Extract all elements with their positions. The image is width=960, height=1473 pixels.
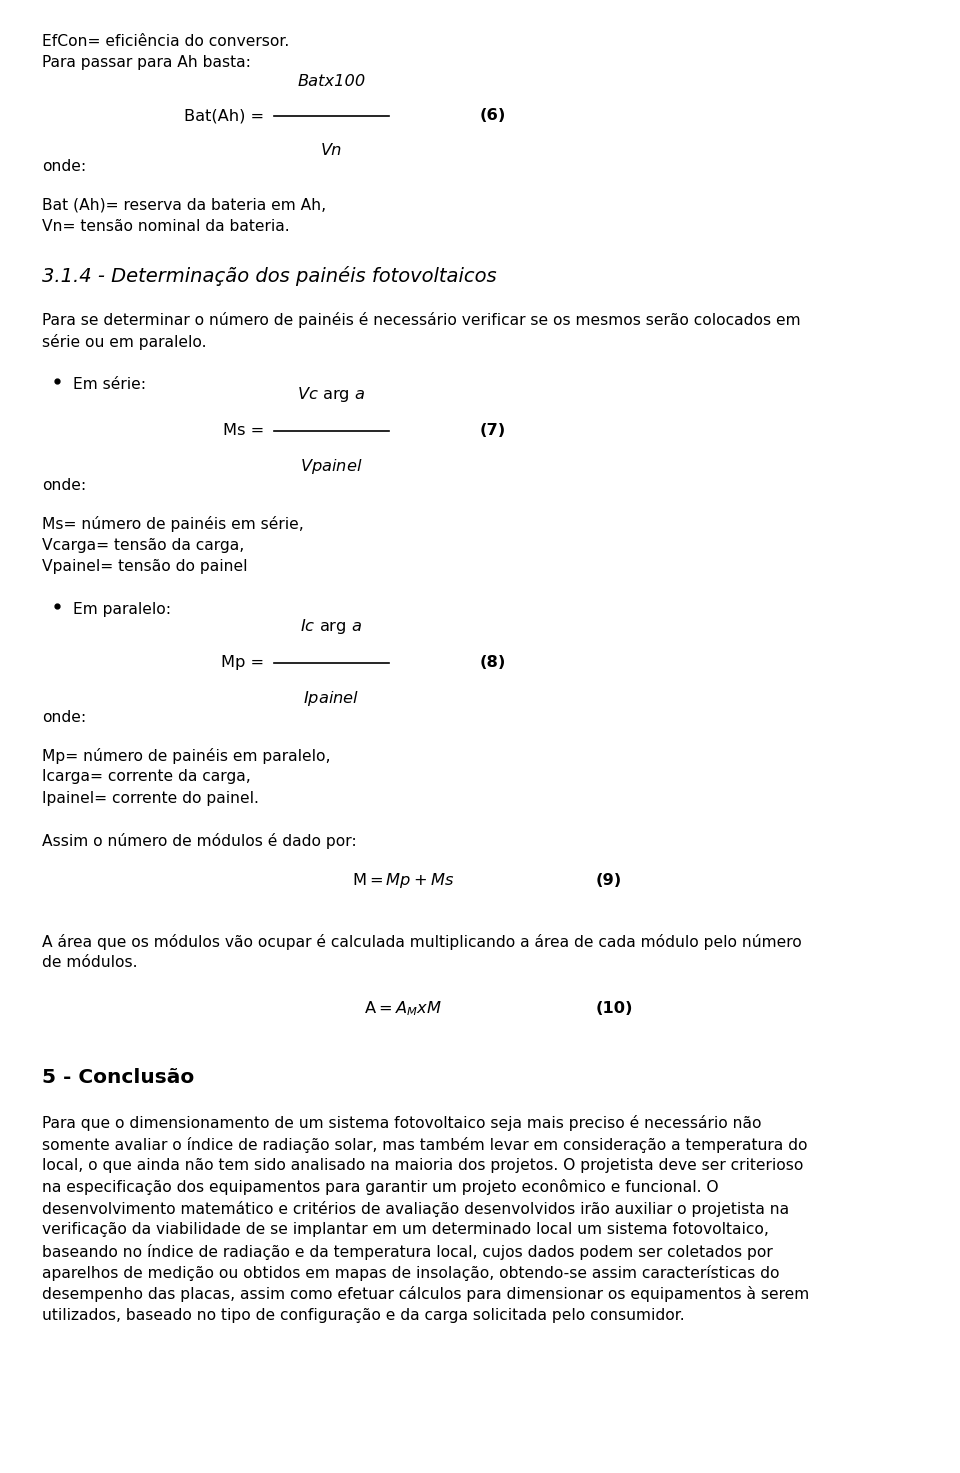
Text: Vcarga= tensão da carga,: Vcarga= tensão da carga,: [42, 538, 245, 552]
Text: $\mathit{Vpainel}$: $\mathit{Vpainel}$: [300, 458, 363, 476]
Text: local, o que ainda não tem sido analisado na maioria dos projetos. O projetista : local, o que ainda não tem sido analisad…: [42, 1158, 804, 1173]
Text: Bat(Ah) =: Bat(Ah) =: [184, 109, 264, 124]
Text: Mp= número de painéis em paralelo,: Mp= número de painéis em paralelo,: [42, 748, 331, 764]
Text: Bat (Ah)= reserva da bateria em Ah,: Bat (Ah)= reserva da bateria em Ah,: [42, 197, 326, 212]
Text: Ipainel= corrente do painel.: Ipainel= corrente do painel.: [42, 791, 259, 806]
Text: Para passar para Ah basta:: Para passar para Ah basta:: [42, 55, 252, 71]
Text: $\mathrm{M} = \mathit{Mp} + \mathit{Ms}$: $\mathrm{M} = \mathit{Mp} + \mathit{Ms}$: [352, 871, 454, 890]
Text: somente avaliar o índice de radiação solar, mas também levar em consideração a t: somente avaliar o índice de radiação sol…: [42, 1137, 807, 1153]
Text: onde:: onde:: [42, 477, 86, 493]
Text: Vn: Vn: [321, 143, 342, 158]
Text: Em paralelo:: Em paralelo:: [73, 602, 171, 617]
Text: Para se determinar o número de painéis é necessário verificar se os mesmos serão: Para se determinar o número de painéis é…: [42, 312, 801, 328]
Text: desenvolvimento matemático e critérios de avaliação desenvolvidos irão auxiliar : desenvolvimento matemático e critérios d…: [42, 1200, 789, 1217]
Text: (9): (9): [595, 873, 621, 888]
Text: (8): (8): [480, 655, 506, 670]
Text: 5 - Conclusão: 5 - Conclusão: [42, 1068, 195, 1087]
Text: A área que os módulos vão ocupar é calculada multiplicando a área de cada módulo: A área que os módulos vão ocupar é calcu…: [42, 934, 802, 950]
Text: Assim o número de módulos é dado por:: Assim o número de módulos é dado por:: [42, 834, 357, 850]
Text: Mp =: Mp =: [221, 655, 264, 670]
Text: EfCon= eficiência do conversor.: EfCon= eficiência do conversor.: [42, 34, 290, 49]
Text: Para que o dimensionamento de um sistema fotovoltaico seja mais preciso é necess: Para que o dimensionamento de um sistema…: [42, 1115, 761, 1131]
Text: de módulos.: de módulos.: [42, 955, 137, 971]
Text: onde:: onde:: [42, 710, 86, 725]
Text: desempenho das placas, assim como efetuar cálculos para dimensionar os equipamen: desempenho das placas, assim como efetua…: [42, 1286, 809, 1302]
Text: $\mathit{Ic}\ \mathrm{arg}\ \mathit{a}$: $\mathit{Ic}\ \mathrm{arg}\ \mathit{a}$: [300, 617, 362, 636]
Text: baseando no índice de radiação e da temperatura local, cujos dados podem ser col: baseando no índice de radiação e da temp…: [42, 1243, 773, 1259]
Text: Vn= tensão nominal da bateria.: Vn= tensão nominal da bateria.: [42, 218, 290, 234]
Text: série ou em paralelo.: série ou em paralelo.: [42, 334, 206, 351]
Text: 3.1.4 - Determinação dos painéis fotovoltaicos: 3.1.4 - Determinação dos painéis fotovol…: [42, 265, 497, 286]
Text: Vpainel= tensão do painel: Vpainel= tensão do painel: [42, 560, 248, 574]
Text: verificação da viabilidade de se implantar em um determinado local um sistema fo: verificação da viabilidade de se implant…: [42, 1223, 769, 1237]
Text: Batx100: Batx100: [297, 75, 366, 90]
Text: na especificação dos equipamentos para garantir um projeto econômico e funcional: na especificação dos equipamentos para g…: [42, 1180, 719, 1196]
Text: (6): (6): [480, 109, 506, 124]
Text: Icarga= corrente da carga,: Icarga= corrente da carga,: [42, 769, 251, 784]
Text: onde:: onde:: [42, 159, 86, 174]
Text: $\mathit{Ipainel}$: $\mathit{Ipainel}$: [303, 689, 359, 709]
Text: (10): (10): [595, 1002, 633, 1016]
Text: Ms= número de painéis em série,: Ms= número de painéis em série,: [42, 517, 304, 532]
Text: aparelhos de medição ou obtidos em mapas de insolação, obtendo-se assim caracter: aparelhos de medição ou obtidos em mapas…: [42, 1265, 780, 1282]
Text: $\mathrm{A} = \mathit{A}_{M}\mathit{xM}$: $\mathrm{A} = \mathit{A}_{M}\mathit{xM}$: [365, 999, 442, 1018]
Text: (7): (7): [480, 423, 506, 439]
Text: utilizados, baseado no tipo de configuração e da carga solicitada pelo consumido: utilizados, baseado no tipo de configura…: [42, 1308, 684, 1323]
Text: $\mathit{Vc}\ \mathrm{arg}\ \mathit{a}$: $\mathit{Vc}\ \mathrm{arg}\ \mathit{a}$: [297, 386, 366, 405]
Text: Ms =: Ms =: [223, 423, 264, 439]
Text: Em série:: Em série:: [73, 377, 146, 392]
